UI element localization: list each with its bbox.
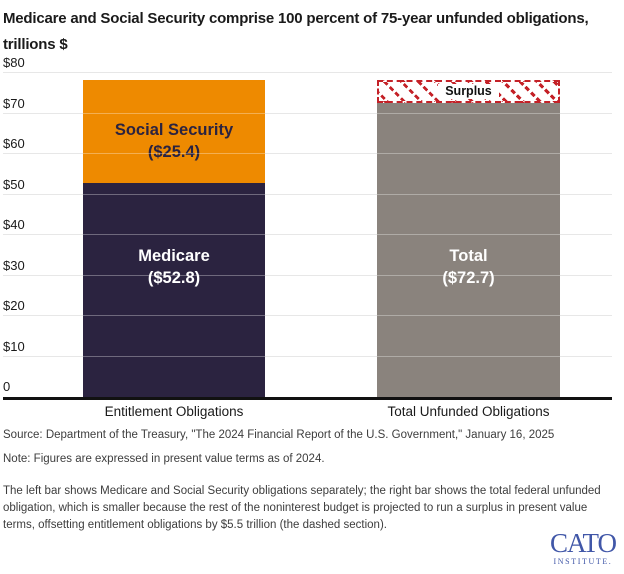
- gridline-50: [3, 193, 612, 195]
- gridline-80: [3, 72, 612, 73]
- gridline-30: [3, 274, 612, 276]
- gridline-overlay-50: [3, 193, 612, 195]
- gridline-40: [3, 234, 612, 235]
- bar-total-unfunded-obligations: Surplus: [377, 80, 560, 397]
- gridline-20: [3, 315, 612, 316]
- y-tick-label-80: $80: [3, 55, 25, 70]
- bar-segment-total: [377, 102, 560, 397]
- gridline-overlay-10: [3, 355, 612, 357]
- y-tick-label-0: 0: [3, 379, 11, 394]
- y-tick-label-40: $40: [3, 217, 25, 232]
- y-tick-label-20: $20: [3, 298, 25, 313]
- y-tick-label-50: $50: [3, 176, 25, 192]
- chart-title: Medicare and Social Security comprise 10…: [3, 6, 619, 58]
- gridline-70: [3, 112, 612, 114]
- label-medicare-value: ($52.8): [147, 269, 201, 287]
- bar-entitlement-obligations: [83, 80, 265, 397]
- surplus-hatched-section: Surplus: [377, 80, 560, 103]
- x-axis-line: [3, 397, 612, 400]
- gridline-60: [3, 153, 612, 154]
- gridline-overlay-70: [3, 112, 612, 114]
- note-line: Note: Figures are expressed in present v…: [3, 453, 325, 465]
- source-line: Source: Department of the Treasury, "The…: [3, 429, 555, 441]
- y-tick-label-10: $10: [3, 338, 25, 354]
- x-label-total-unfunded-obligations: Total Unfunded Obligations: [387, 404, 550, 419]
- label-medicare: Medicare ($52.8): [83, 245, 265, 289]
- gridline-overlay-20: [3, 315, 612, 316]
- y-tick-label-60: $60: [3, 136, 25, 151]
- bar-segment-medicare: [83, 183, 265, 397]
- label-total-name: Total: [449, 247, 488, 265]
- x-label-entitlement-obligations: Entitlement Obligations: [104, 404, 244, 419]
- cato-institute-logo: CATO INSTITUTE.: [549, 528, 617, 566]
- description-paragraph: The left bar shows Medicare and Social S…: [3, 485, 601, 531]
- gridline-overlay-80: [3, 72, 612, 73]
- label-total-value: ($72.7): [442, 269, 495, 287]
- gridline-10: [3, 355, 612, 357]
- logo-cato-text: CATO: [549, 528, 617, 558]
- label-medicare-name: Medicare: [138, 247, 210, 265]
- y-tick-label-70: $70: [3, 95, 25, 111]
- chart-title-line2: trillions $: [3, 36, 68, 53]
- chart-title-line1: Medicare and Social Security comprise 10…: [3, 10, 589, 27]
- footer: Source: Department of the Treasury, "The…: [3, 428, 615, 534]
- y-tick-label-30: $30: [3, 257, 25, 273]
- gridline-overlay-30: [3, 274, 612, 276]
- plot-area: 0 $10 $20 $30 $40 $50 $60 $70 $80 Surplus Social…: [3, 52, 612, 400]
- surplus-label: Surplus: [438, 83, 499, 99]
- gridline-overlay-60: [3, 153, 612, 154]
- gridline-overlay-40: [3, 234, 612, 235]
- label-social-security: Social Security ($25.4): [83, 119, 265, 163]
- label-social-security-name: Social Security: [114, 121, 234, 139]
- bar-segment-social-security: [83, 80, 265, 184]
- label-total: Total ($72.7): [377, 245, 560, 289]
- logo-institute-text: INSTITUTE.: [553, 557, 613, 566]
- label-social-security-value: ($25.4): [147, 143, 201, 161]
